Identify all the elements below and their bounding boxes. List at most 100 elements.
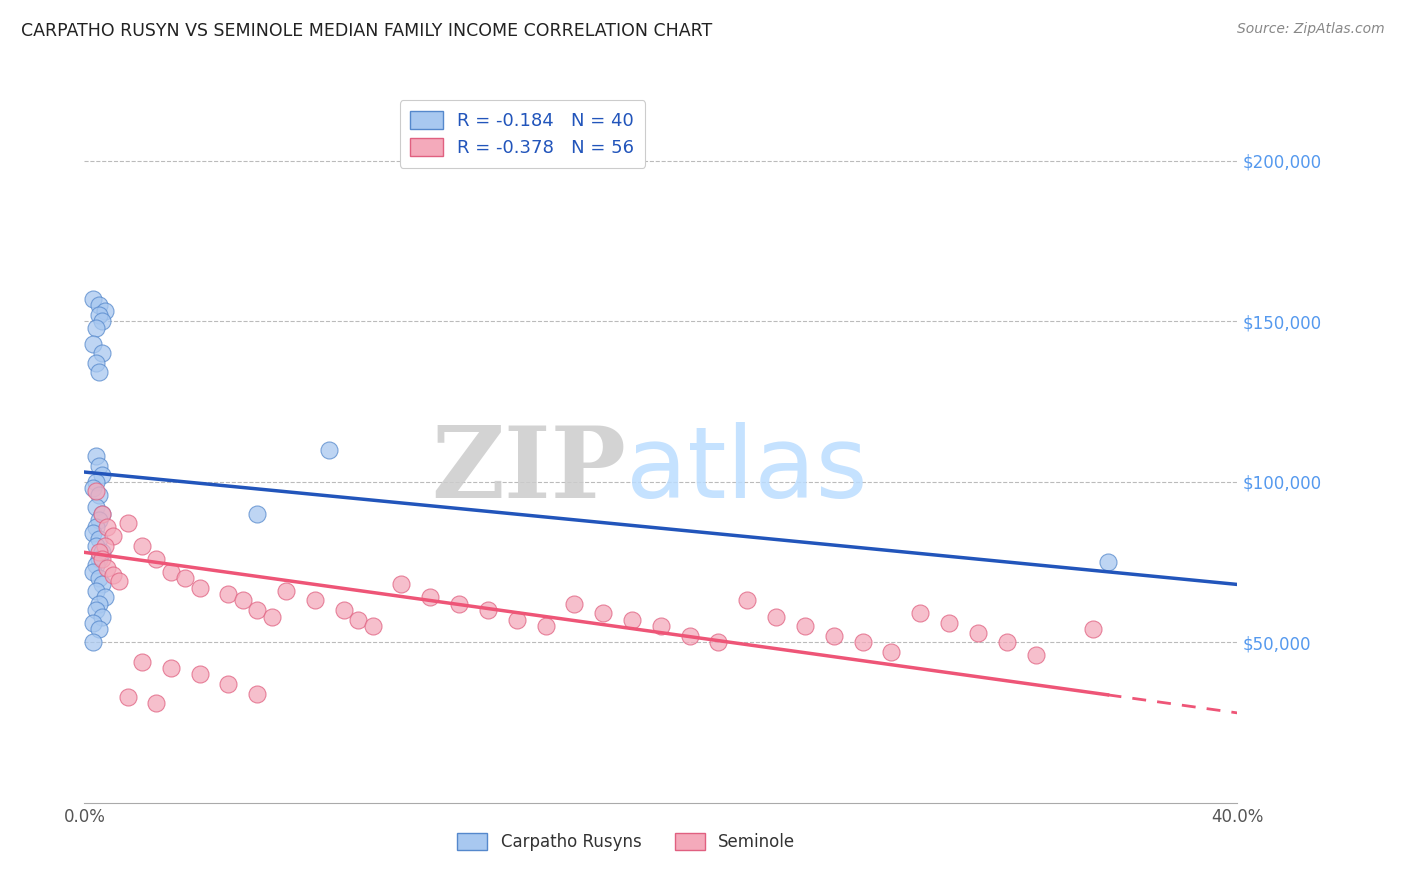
Point bbox=[93, 591, 115, 605]
Point bbox=[96, 519, 118, 533]
Point bbox=[82, 635, 104, 649]
Point bbox=[108, 574, 131, 589]
Point bbox=[82, 615, 104, 630]
Point bbox=[160, 565, 183, 579]
Point bbox=[160, 661, 183, 675]
Point bbox=[87, 366, 110, 380]
Point bbox=[82, 526, 104, 541]
Point bbox=[477, 603, 499, 617]
Point bbox=[564, 597, 586, 611]
Point bbox=[218, 587, 240, 601]
Point bbox=[534, 619, 557, 633]
Point bbox=[87, 623, 110, 637]
Point bbox=[765, 609, 787, 624]
Point bbox=[90, 609, 112, 624]
Point bbox=[87, 513, 110, 527]
Point bbox=[90, 545, 112, 559]
Text: Source: ZipAtlas.com: Source: ZipAtlas.com bbox=[1237, 22, 1385, 37]
Point bbox=[1097, 555, 1119, 569]
Point bbox=[188, 667, 211, 681]
Point bbox=[232, 593, 254, 607]
Point bbox=[87, 308, 110, 322]
Text: atlas: atlas bbox=[626, 422, 868, 519]
Point bbox=[1025, 648, 1047, 662]
Point bbox=[318, 442, 340, 457]
Point bbox=[84, 320, 107, 334]
Text: ZIP: ZIP bbox=[432, 422, 626, 519]
Point bbox=[84, 603, 107, 617]
Point bbox=[90, 314, 112, 328]
Point bbox=[90, 468, 112, 483]
Point bbox=[82, 336, 104, 351]
Point bbox=[506, 613, 529, 627]
Text: CARPATHO RUSYN VS SEMINOLE MEDIAN FAMILY INCOME CORRELATION CHART: CARPATHO RUSYN VS SEMINOLE MEDIAN FAMILY… bbox=[21, 22, 713, 40]
Point bbox=[84, 583, 107, 598]
Point bbox=[852, 635, 875, 649]
Point bbox=[90, 577, 112, 591]
Point bbox=[823, 629, 845, 643]
Point bbox=[218, 677, 240, 691]
Point bbox=[87, 458, 110, 473]
Point bbox=[737, 593, 759, 607]
Point bbox=[188, 581, 211, 595]
Point bbox=[276, 583, 298, 598]
Point bbox=[1083, 623, 1105, 637]
Point bbox=[117, 690, 139, 704]
Point bbox=[145, 696, 167, 710]
Legend: Carpatho Rusyns, Seminole: Carpatho Rusyns, Seminole bbox=[449, 825, 803, 860]
Point bbox=[87, 545, 110, 559]
Point bbox=[82, 565, 104, 579]
Point bbox=[84, 500, 107, 515]
Point bbox=[592, 607, 614, 621]
Point bbox=[145, 551, 167, 566]
Point bbox=[96, 561, 118, 575]
Point bbox=[260, 609, 283, 624]
Point bbox=[87, 551, 110, 566]
Point bbox=[679, 629, 702, 643]
Point bbox=[84, 449, 107, 463]
Point bbox=[90, 346, 112, 360]
Point bbox=[82, 292, 104, 306]
Point bbox=[707, 635, 730, 649]
Point bbox=[87, 487, 110, 501]
Point bbox=[304, 593, 326, 607]
Point bbox=[84, 475, 107, 489]
Point bbox=[84, 519, 107, 533]
Point bbox=[361, 619, 384, 633]
Point bbox=[621, 613, 644, 627]
Point bbox=[174, 571, 197, 585]
Point bbox=[246, 687, 269, 701]
Point bbox=[131, 539, 153, 553]
Point bbox=[84, 539, 107, 553]
Point bbox=[84, 356, 107, 370]
Point bbox=[880, 645, 903, 659]
Point bbox=[967, 625, 990, 640]
Point bbox=[995, 635, 1018, 649]
Point bbox=[93, 304, 115, 318]
Point bbox=[650, 619, 672, 633]
Point bbox=[82, 481, 104, 495]
Point bbox=[117, 516, 139, 531]
Point bbox=[87, 298, 110, 312]
Point bbox=[90, 551, 112, 566]
Point bbox=[333, 603, 356, 617]
Point bbox=[347, 613, 370, 627]
Point bbox=[87, 571, 110, 585]
Point bbox=[103, 529, 124, 543]
Point bbox=[87, 597, 110, 611]
Point bbox=[84, 558, 107, 573]
Point bbox=[910, 607, 932, 621]
Point bbox=[938, 615, 960, 630]
Point bbox=[391, 577, 413, 591]
Point bbox=[103, 567, 124, 582]
Point bbox=[90, 507, 112, 521]
Point bbox=[246, 507, 269, 521]
Point bbox=[90, 507, 112, 521]
Point bbox=[87, 533, 110, 547]
Point bbox=[131, 655, 153, 669]
Point bbox=[84, 484, 107, 499]
Point bbox=[93, 539, 115, 553]
Point bbox=[246, 603, 269, 617]
Point bbox=[449, 597, 471, 611]
Point bbox=[794, 619, 817, 633]
